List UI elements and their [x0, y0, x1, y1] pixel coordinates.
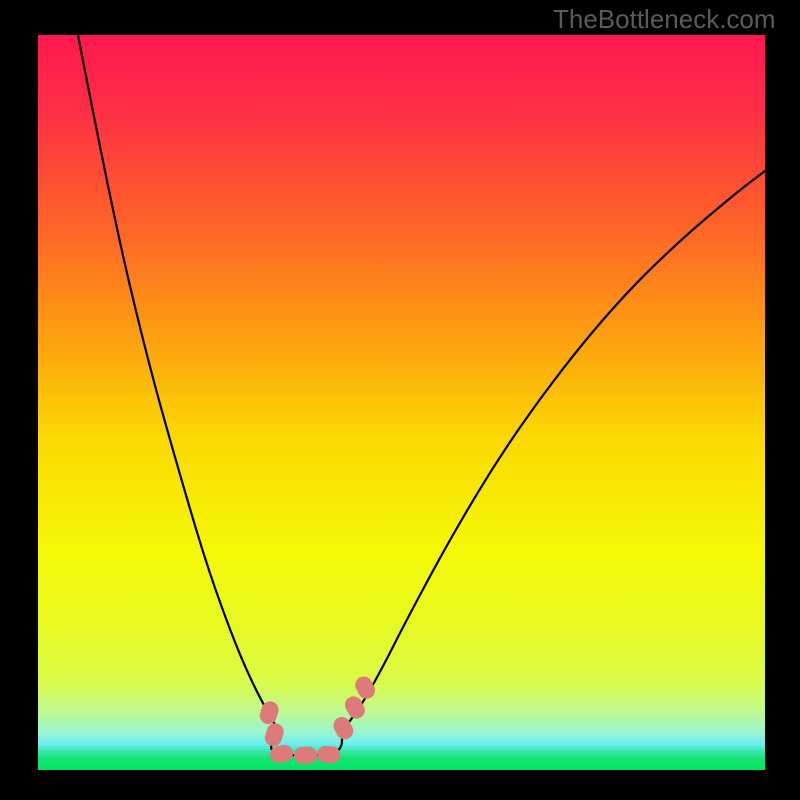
chart-container: TheBottleneck.com: [0, 0, 800, 800]
gradient-background: [38, 35, 765, 770]
marker-capsule: [317, 746, 340, 764]
marker-capsule: [295, 747, 317, 763]
plot-area: [38, 35, 765, 770]
plot-svg: [38, 35, 765, 770]
watermark-text: TheBottleneck.com: [553, 4, 776, 35]
